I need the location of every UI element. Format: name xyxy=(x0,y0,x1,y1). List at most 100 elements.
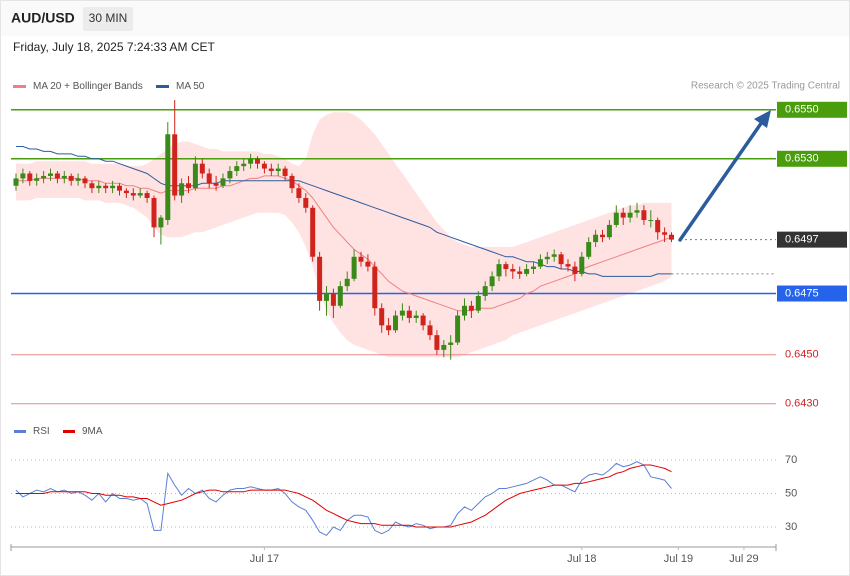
candle-body xyxy=(317,256,323,301)
candle-body xyxy=(13,178,19,186)
candle-body xyxy=(613,212,619,225)
level-label-box xyxy=(777,150,847,167)
candle-body xyxy=(303,197,309,208)
candle-body xyxy=(268,168,274,172)
forecast-arrow xyxy=(678,120,764,242)
candle-body xyxy=(282,168,288,176)
candle-body xyxy=(48,173,53,176)
candle-body xyxy=(255,158,260,164)
header-bar xyxy=(1,1,849,36)
candle-body xyxy=(117,185,122,191)
candle-body xyxy=(669,234,674,240)
candle-body xyxy=(627,212,633,218)
candle-body xyxy=(441,344,447,350)
candle-body xyxy=(406,310,412,319)
candle-body xyxy=(399,310,405,316)
candle-body xyxy=(165,134,171,221)
legend-label: MA 50 xyxy=(176,81,205,92)
timeframe[interactable]: 30 MIN xyxy=(89,11,128,25)
candle-body xyxy=(20,173,26,179)
candle-body xyxy=(517,271,523,274)
legend-swatch xyxy=(156,85,169,88)
candle-body xyxy=(227,171,233,179)
candle-body xyxy=(641,210,647,221)
candle-body xyxy=(324,293,329,301)
candle-body xyxy=(241,163,247,167)
timeframe-box[interactable] xyxy=(83,7,133,31)
candle-body xyxy=(151,197,157,228)
candle-body xyxy=(468,305,474,311)
candle-body xyxy=(448,342,454,345)
candle-body xyxy=(192,163,198,189)
candle-body xyxy=(600,234,605,238)
candle-body xyxy=(531,266,536,270)
candle-body xyxy=(586,242,592,257)
candle-body xyxy=(462,305,467,316)
candle-body xyxy=(130,193,136,196)
candle-body xyxy=(386,325,392,331)
rsi-line xyxy=(15,461,672,537)
x-tick-label: Jul 19 xyxy=(664,553,693,565)
candle-body xyxy=(551,254,557,257)
candle-body xyxy=(82,178,88,184)
candle-body xyxy=(158,217,164,228)
candle-body xyxy=(275,168,281,172)
legend-swatch xyxy=(13,85,26,88)
candle-body xyxy=(186,183,191,189)
candle-body xyxy=(475,295,481,311)
candle-body xyxy=(179,183,185,196)
candle-body xyxy=(103,185,109,189)
candle-body xyxy=(296,188,302,198)
candle-body xyxy=(206,173,212,184)
candle-body xyxy=(544,256,550,260)
candle-body xyxy=(34,178,40,181)
candle-body xyxy=(648,220,654,222)
x-tick-label: Jul 18 xyxy=(567,553,596,565)
level-label: 0.6475 xyxy=(785,287,819,299)
candle-body xyxy=(379,308,385,326)
candle-body xyxy=(220,178,226,186)
candle-body xyxy=(61,175,67,179)
level-label: 0.6497 xyxy=(785,234,819,246)
level-label: 0.6450 xyxy=(785,349,819,361)
candle-body xyxy=(54,173,60,179)
legend-label: 9MA xyxy=(82,426,103,437)
candle-body xyxy=(565,264,571,267)
level-label-box xyxy=(777,285,847,302)
level-label-box xyxy=(777,101,847,118)
legend-label: MA 20 + Bollinger Bands xyxy=(33,81,143,92)
legend-swatch xyxy=(14,430,26,433)
candle-body xyxy=(337,286,343,306)
candle-body xyxy=(213,183,219,186)
y-tick-label: 30 xyxy=(785,521,797,533)
candle-body xyxy=(123,190,129,194)
indicator-line xyxy=(16,175,672,312)
x-tick-label: Jul 17 xyxy=(250,553,279,565)
x-tick-label: Jul 29 xyxy=(729,553,758,565)
candle-body xyxy=(496,264,502,277)
candle-body xyxy=(365,261,371,267)
candle-body xyxy=(524,269,530,274)
candle-body xyxy=(75,178,81,181)
candle-body xyxy=(289,175,295,189)
candle-body xyxy=(510,269,516,272)
bollinger-band xyxy=(16,112,672,358)
candle-body xyxy=(27,173,33,181)
candle-body xyxy=(372,266,378,309)
candle-body xyxy=(427,325,433,336)
candle-body xyxy=(420,315,426,326)
candle-body xyxy=(358,256,364,262)
candle-body xyxy=(96,185,102,189)
candle-body xyxy=(593,234,599,243)
candle-body xyxy=(489,276,495,287)
y-tick-label: 50 xyxy=(785,487,797,499)
candle-body xyxy=(503,264,509,270)
symbol: AUD/USD xyxy=(11,10,75,26)
candle-body xyxy=(330,293,336,306)
candle-body xyxy=(455,315,461,343)
candle-body xyxy=(310,207,316,257)
candle-body xyxy=(41,175,47,179)
forecast-arrow-head xyxy=(754,110,771,128)
legend-swatch xyxy=(63,430,75,433)
